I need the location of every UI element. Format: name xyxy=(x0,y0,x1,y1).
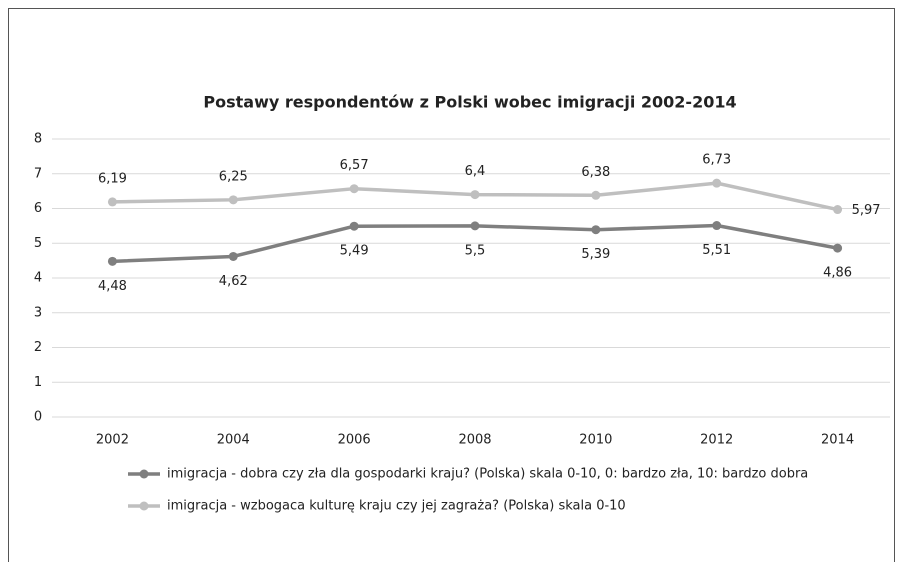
x-tick-label: 2002 xyxy=(96,433,129,448)
x-tick-label: 2012 xyxy=(700,433,733,448)
point xyxy=(349,184,359,194)
legend-marker xyxy=(139,469,149,479)
y-tick-label: 5 xyxy=(34,236,42,251)
point xyxy=(712,221,722,231)
y-tick-label: 7 xyxy=(34,166,42,181)
data-label: 4,86 xyxy=(823,266,852,281)
x-tick-label: 2014 xyxy=(821,433,854,448)
y-tick-label: 3 xyxy=(34,305,42,320)
point xyxy=(228,195,238,205)
x-tick-label: 2008 xyxy=(458,433,491,448)
legend-label: imigracja - wzbogaca kulturę kraju czy j… xyxy=(167,499,626,514)
y-tick-label: 2 xyxy=(34,340,42,355)
x-tick-label: 2010 xyxy=(579,433,612,448)
x-tick-label: 2004 xyxy=(217,433,250,448)
data-label: 6,57 xyxy=(340,158,369,173)
point xyxy=(591,190,601,200)
point xyxy=(470,221,480,231)
x-tick-label: 2006 xyxy=(338,433,371,448)
y-tick-label: 4 xyxy=(34,271,42,286)
data-label: 5,39 xyxy=(581,247,610,262)
y-tick-label: 0 xyxy=(34,410,42,425)
legend-marker xyxy=(139,501,149,511)
data-label: 6,38 xyxy=(581,165,610,180)
point xyxy=(470,190,480,200)
point xyxy=(349,221,359,231)
chart-title: Postawy respondentów z Polski wobec imig… xyxy=(203,93,736,112)
legend-label: imigracja - dobra czy zła dla gospodarki… xyxy=(167,467,808,482)
y-tick-label: 8 xyxy=(34,132,42,147)
point xyxy=(712,178,722,188)
data-label: 5,97 xyxy=(852,203,881,218)
chart-frame xyxy=(8,8,895,562)
point xyxy=(107,256,117,266)
y-tick-label: 1 xyxy=(34,375,42,390)
data-label: 4,62 xyxy=(219,274,248,289)
data-label: 6,19 xyxy=(98,171,127,186)
data-label: 5,5 xyxy=(465,243,486,258)
point xyxy=(107,197,117,207)
point xyxy=(833,205,843,215)
data-label: 6,25 xyxy=(219,169,248,184)
point xyxy=(228,251,238,261)
data-label: 5,49 xyxy=(340,244,369,259)
data-label: 6,4 xyxy=(465,164,486,179)
data-label: 5,51 xyxy=(702,243,731,258)
data-label: 6,73 xyxy=(702,153,731,168)
point xyxy=(833,243,843,253)
data-label: 4,48 xyxy=(98,279,127,294)
point xyxy=(591,225,601,235)
y-tick-label: 6 xyxy=(34,201,42,216)
